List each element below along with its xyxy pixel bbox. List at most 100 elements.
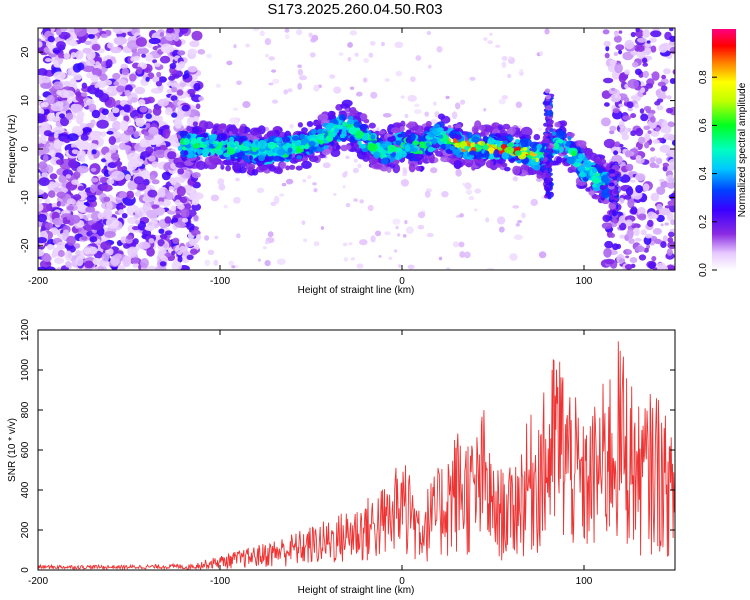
heatmap-cell — [417, 211, 426, 219]
heatmap-cell — [57, 52, 64, 59]
heatmap-cell — [160, 43, 174, 54]
heatmap-cell — [72, 149, 79, 155]
heatmap-cell — [176, 186, 186, 197]
heatmap-cell — [642, 29, 650, 38]
heatmap-cell — [155, 207, 165, 216]
heatmap-cell — [53, 71, 66, 80]
heatmap-cell — [217, 125, 228, 131]
heatmap-cell — [158, 76, 167, 83]
heatmap-cell — [187, 88, 196, 95]
heatmap-cell — [395, 140, 402, 146]
heatmap-cell — [320, 226, 324, 230]
heatmap-cell — [104, 152, 113, 162]
heatmap-cell — [218, 183, 226, 191]
heatmap-cell — [407, 94, 417, 102]
heatmap-cell — [432, 101, 437, 106]
heatmap-cell — [133, 55, 140, 61]
heatmap-cell — [160, 233, 168, 240]
heatmap-cell — [644, 233, 653, 239]
heatmap-cell — [135, 119, 145, 127]
heatmap-cell — [233, 196, 241, 204]
heatmap-cell — [343, 257, 349, 262]
heatmap-cell — [64, 250, 73, 261]
heatmap-cell — [85, 28, 99, 35]
heatmap-cell — [133, 213, 140, 220]
heatmap-cell — [103, 208, 113, 220]
heatmap-cell — [519, 71, 524, 76]
heatmap-cell — [514, 150, 522, 156]
heatmap-cell — [151, 179, 160, 185]
heatmap-cell — [111, 170, 125, 181]
heatmap-cell — [660, 125, 672, 134]
heatmap-cell — [594, 173, 601, 177]
heatmap-cell — [494, 140, 501, 145]
heatmap-cell — [535, 157, 539, 163]
heatmap-cell — [589, 152, 598, 161]
heatmap-cell — [148, 138, 158, 146]
heatmap-cell — [370, 41, 376, 46]
heatmap-cell — [137, 47, 149, 55]
heatmap-cell — [655, 127, 661, 132]
heatmap-cell — [257, 258, 261, 262]
heatmap-cell — [101, 158, 107, 163]
heatmap-cell — [294, 141, 302, 147]
heatmap-cell — [608, 168, 616, 174]
heatmap-cell — [83, 247, 92, 255]
chart-title: S173.2025.260.04.50.R03 — [267, 1, 442, 18]
heatmap-cell — [309, 150, 314, 154]
heatmap-cell — [196, 160, 206, 170]
heatmap-cell — [189, 239, 197, 246]
heatmap-cell — [43, 47, 50, 53]
heatmap-cell — [177, 255, 183, 263]
heatmap-cell — [591, 167, 597, 174]
heatmap-cell — [265, 53, 269, 58]
heatmap-cell — [76, 165, 89, 174]
heatmap-cell — [642, 57, 648, 64]
heatmap-cell — [272, 99, 278, 104]
heatmap-cell — [390, 127, 401, 134]
heatmap-cell — [639, 108, 645, 114]
top-y-axis-label: Frequency (Hz) — [7, 115, 18, 184]
heatmap-cell — [173, 118, 183, 129]
heatmap-cell — [44, 266, 56, 270]
heatmap-cell — [370, 91, 378, 99]
heatmap-cell — [571, 150, 577, 157]
heatmap-cell — [362, 154, 370, 162]
heatmap-cell — [140, 170, 146, 177]
heatmap-cell — [164, 230, 173, 235]
heatmap-cell — [71, 103, 83, 113]
heatmap-cell — [356, 263, 364, 269]
heatmap-cell — [404, 144, 411, 152]
heatmap-cell — [124, 89, 131, 97]
heatmap-cell — [106, 201, 113, 210]
heatmap-cell — [368, 52, 374, 58]
heatmap-cell — [264, 38, 272, 46]
heatmap-cell — [103, 196, 111, 202]
heatmap-cell — [618, 120, 625, 129]
heatmap-cell — [55, 28, 62, 36]
heatmap-cell — [191, 197, 199, 206]
snr-line — [38, 341, 675, 570]
heatmap-cell — [198, 96, 205, 102]
heatmap-cell — [145, 146, 154, 155]
heatmap-cell — [245, 43, 251, 48]
heatmap-cell — [191, 172, 201, 179]
heatmap-cell — [347, 42, 353, 48]
heatmap-cell — [603, 138, 616, 149]
heatmap-cell — [284, 34, 290, 40]
heatmap-cell — [82, 65, 95, 73]
heatmap-cell — [80, 236, 88, 241]
heatmap-cell — [544, 101, 551, 107]
heatmap-cell — [329, 131, 336, 138]
heatmap-cell — [410, 76, 416, 83]
heatmap-cell — [177, 145, 183, 151]
heatmap-cell — [97, 212, 104, 220]
heatmap-cell — [67, 159, 78, 169]
heatmap-cell — [272, 155, 283, 162]
heatmap-cell — [91, 67, 102, 77]
heatmap-cell — [567, 136, 572, 141]
heatmap-cell — [239, 136, 245, 143]
heatmap-cell — [538, 251, 547, 259]
heatmap-cell — [186, 125, 192, 132]
heatmap-cell — [41, 171, 49, 178]
